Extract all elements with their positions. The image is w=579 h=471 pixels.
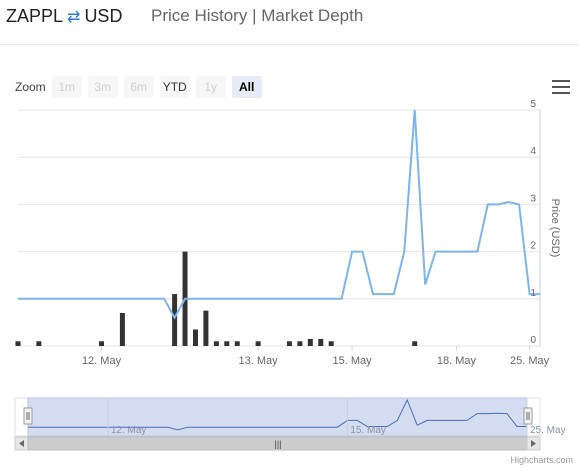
volume-bar	[328, 341, 334, 346]
volume-bar	[307, 338, 313, 346]
volume-bar	[15, 341, 21, 346]
volume-bar	[119, 312, 125, 346]
y-tick-label: 4	[530, 146, 536, 157]
volume-bar	[234, 341, 240, 346]
scrollbar-thumb[interactable]	[27, 436, 528, 451]
volume-bar	[286, 341, 292, 346]
link-separator: |	[252, 6, 257, 25]
y-tick-label: 1	[530, 288, 536, 299]
navigator-range[interactable]	[27, 397, 528, 437]
volume-bar	[172, 294, 178, 346]
volume-bar	[224, 341, 230, 346]
price-history-link[interactable]: Price History	[151, 6, 248, 25]
y-tick-label: 3	[530, 193, 536, 204]
zoom-3m-button[interactable]: 3m	[87, 76, 118, 98]
scroll-right-arrow[interactable]	[526, 436, 541, 451]
volume-bar	[99, 341, 105, 346]
y-tick-label: 5	[530, 99, 536, 110]
y-tick-label: 0	[530, 335, 536, 346]
zoom-1y-button[interactable]: 1y	[195, 76, 226, 98]
volume-bar	[203, 310, 209, 346]
zoom-6m-button[interactable]: 6m	[123, 76, 154, 98]
volume-bar	[182, 251, 188, 346]
chart-menu-icon[interactable]	[552, 80, 570, 94]
scrollbar-grip: |||	[274, 439, 281, 449]
quote-currency: USD	[84, 6, 123, 26]
x-tick-label: 18. May	[437, 355, 477, 367]
pair-title: ZAPPL ⇄ USD	[6, 6, 122, 27]
volume-bar	[297, 341, 303, 346]
base-currency: ZAPPL	[6, 6, 64, 26]
volume-bar	[192, 329, 198, 346]
x-tick-label: 13. May	[239, 355, 279, 367]
y-axis-title: Price (USD)	[549, 199, 561, 258]
header-bar: ZAPPL ⇄ USD Price History | Market Depth	[0, 0, 579, 45]
volume-bar	[412, 341, 418, 346]
market-depth-link[interactable]: Market Depth	[261, 6, 364, 25]
y-tick-label: 2	[530, 241, 536, 252]
scroll-left-arrow[interactable]	[14, 436, 29, 451]
x-tick-label: 12. May	[82, 355, 122, 367]
navigator-tick-label: 15. May	[350, 425, 386, 436]
x-tick-label: 15. May	[333, 355, 373, 367]
scrollbar-track[interactable]	[14, 436, 541, 451]
volume-bar	[36, 341, 42, 346]
zoom-label: Zoom	[15, 80, 46, 94]
price-series-line	[18, 109, 540, 320]
volume-bar	[318, 338, 324, 346]
swap-icon[interactable]: ⇄	[67, 8, 81, 26]
x-tick-label: 25. May	[510, 355, 550, 367]
volume-bar	[255, 341, 261, 346]
zoom-all-button[interactable]: All	[231, 76, 262, 98]
navigator-line	[28, 398, 527, 431]
navigator-left-handle[interactable]	[23, 407, 33, 425]
volume-bar	[213, 341, 219, 346]
zoom-1m-button[interactable]: 1m	[51, 76, 82, 98]
navigator-tick-label: 12. May	[111, 425, 147, 436]
navigator-tick-label: 25. May	[530, 425, 566, 436]
highcharts-credit[interactable]: Highcharts.com	[510, 455, 573, 465]
zoom-selector: Zoom 1m 3m 6m YTD 1y All	[15, 76, 268, 98]
view-links: Price History | Market Depth	[151, 6, 363, 26]
zoom-ytd-button[interactable]: YTD	[159, 76, 190, 98]
navigator-right-handle[interactable]	[523, 407, 533, 425]
